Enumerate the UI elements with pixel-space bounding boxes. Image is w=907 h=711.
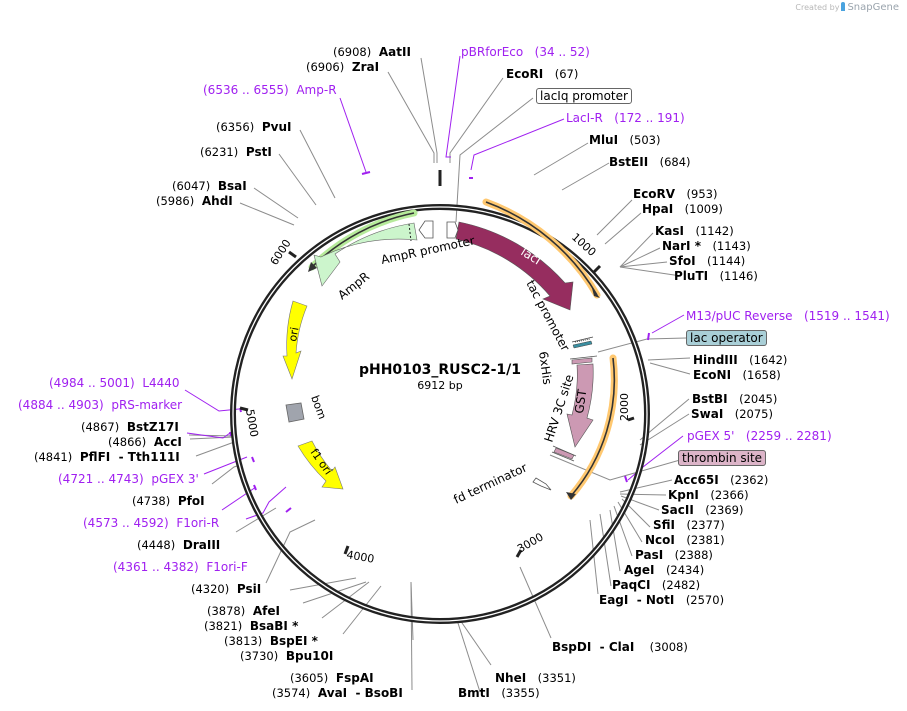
site-sfii[interactable]: SfiI (2377) <box>653 518 725 532</box>
site-acci[interactable]: (4866) AccI <box>108 435 182 449</box>
site-bspei[interactable]: (3813) BspEI * <box>224 634 318 648</box>
site-ahdi[interactable]: (5986) AhdI <box>156 194 233 208</box>
site-psti[interactable]: (6231) PstI <box>200 145 272 159</box>
site-bstz17i[interactable]: (4867) BstZ17I <box>81 420 179 434</box>
plasmid-name: pHH0103_RUSC2-1/1 <box>358 362 522 378</box>
site-zrai[interactable]: (6906) ZraI <box>306 60 380 74</box>
site-nari[interactable]: NarI * (1143) <box>662 239 751 253</box>
6xhis-label: 6xHis <box>536 350 555 385</box>
primer-laci-r[interactable]: LacI-R (172 .. 191) <box>566 111 685 125</box>
feature-laciq-promoter[interactable] <box>446 221 459 239</box>
site-paqci[interactable]: PaqCI (2482) <box>612 578 701 592</box>
site-sfoi[interactable]: SfoI (1144) <box>669 254 746 268</box>
feature-label-laciq-promoter[interactable]: lacIq promoter <box>536 88 632 104</box>
site-kasi[interactable]: KasI (1142) <box>655 224 734 238</box>
backbone-inner <box>232 206 648 622</box>
site-bpu10i[interactable]: (3730) Bpu10I <box>240 649 334 663</box>
snapgene-credit: Created by SnapGene <box>795 2 899 13</box>
site-pflfi-tth111i[interactable]: (4841) PflFI - Tth111I <box>34 450 180 464</box>
plasmid-length: 6912 bp <box>417 379 463 392</box>
feature-fd-terminator[interactable] <box>532 477 552 491</box>
site-bspdi-clai[interactable]: BspDI - ClaI (3008) <box>552 640 688 654</box>
primer-f1ori-r[interactable]: (4573 .. 4592) F1ori-R <box>83 516 220 530</box>
site-ecori[interactable]: EcoRI (67) <box>506 67 579 81</box>
credit-prefix: Created by <box>795 3 840 12</box>
svg-text:5000: 5000 <box>243 408 261 438</box>
site-afei[interactable]: (3878) AfeI <box>207 604 281 618</box>
site-bsabi[interactable]: (3821) BsaBI * <box>204 619 299 633</box>
feature-ori-label: ori <box>286 326 301 342</box>
feature-label-thrombin-site[interactable]: thrombin site <box>678 450 767 466</box>
site-ncoi[interactable]: NcoI (2381) <box>645 533 725 547</box>
site-pvui[interactable]: (6356) PvuI <box>216 120 292 134</box>
site-kpni[interactable]: KpnI (2366) <box>668 488 749 502</box>
site-pfoi[interactable]: (4738) PfoI <box>132 494 205 508</box>
site-bsteii[interactable]: BstEII (684) <box>609 155 691 169</box>
credit-brand: SnapGene <box>847 2 899 13</box>
ticks <box>239 250 635 558</box>
feature-label-lac-operator[interactable]: lac operator <box>686 330 767 346</box>
site-econi[interactable]: EcoNI (1658) <box>693 368 781 382</box>
site-fspai[interactable]: (3605) FspAI <box>290 671 374 685</box>
site-aatii[interactable]: (6908) AatII <box>333 45 411 59</box>
primer-pbrforeco[interactable]: pBRforEco (34 .. 52) <box>461 45 590 59</box>
feature-laci[interactable] <box>455 221 574 311</box>
fd-terminator-label: fd terminator <box>451 460 529 506</box>
site-pasi[interactable]: PasI (2388) <box>635 548 713 562</box>
feature-gst-label: GST <box>572 388 589 415</box>
feature-ampr[interactable] <box>313 222 418 287</box>
feature-ori[interactable] <box>282 300 308 380</box>
snapgene-logo-icon <box>841 2 846 11</box>
primer-prs-marker[interactable]: (4884 .. 4903) pRS-marker <box>18 398 183 412</box>
primer-amp-r[interactable]: (6536 .. 6555) Amp-R <box>203 83 337 97</box>
svg-text:4000: 4000 <box>345 548 375 566</box>
site-bstbi[interactable]: BstBI (2045) <box>692 392 778 406</box>
svg-text:2000: 2000 <box>618 393 631 421</box>
feature-ampr-label: AmpR <box>335 269 372 302</box>
site-hpai[interactable]: HpaI (1009) <box>642 202 723 216</box>
primer-pgex-5[interactable]: pGEX 5' (2259 .. 2281) <box>687 429 832 443</box>
feature-ampr-promoter[interactable] <box>418 220 434 239</box>
site-avai-bsobi[interactable]: (3574) AvaI - BsoBI <box>272 686 403 700</box>
primer-pgex-3[interactable]: (4721 .. 4743) pGEX 3' <box>58 472 199 486</box>
site-psii[interactable]: (4320) PsiI <box>191 582 262 596</box>
site-bmti[interactable]: BmtI (3355) <box>458 686 540 700</box>
svg-text:3000: 3000 <box>515 530 546 555</box>
feature-bom-label: bom <box>308 394 329 421</box>
feature-bom[interactable] <box>285 402 305 423</box>
site-pluti[interactable]: PluTI (1146) <box>674 269 758 283</box>
feature-f1-ori[interactable] <box>297 440 344 490</box>
feature-lac-operator[interactable] <box>571 336 594 349</box>
feature-hrv-3c-site[interactable] <box>551 445 577 462</box>
site-acc65i[interactable]: Acc65I (2362) <box>674 473 769 487</box>
site-eagi-noti[interactable]: EagI - NotI (2570) <box>599 593 725 607</box>
leader-lines <box>188 57 691 693</box>
tick-labels: 1000 2000 3000 4000 5000 6000 <box>243 231 631 566</box>
primer-l4440[interactable]: (4984 .. 5001) L4440 <box>49 376 180 390</box>
site-sacii[interactable]: SacII (2369) <box>661 503 744 517</box>
site-mlui[interactable]: MluI (503) <box>589 133 661 147</box>
site-hindiii[interactable]: HindIII (1642) <box>693 353 788 367</box>
site-agei[interactable]: AgeI (2434) <box>624 563 705 577</box>
feature-6xhis[interactable] <box>571 357 593 365</box>
primer-f1ori-f[interactable]: (4361 .. 4382) F1ori-F <box>113 560 248 574</box>
primer-m13-puc-reverse[interactable]: M13/pUC Reverse (1519 .. 1541) <box>686 309 890 323</box>
feature-gst[interactable] <box>566 363 594 448</box>
site-draiii[interactable]: (4448) DraIII <box>137 538 221 552</box>
site-ecorv[interactable]: EcoRV (953) <box>633 187 718 201</box>
site-bsai[interactable]: (6047) BsaI <box>172 179 247 193</box>
site-nhei[interactable]: NheI (3351) <box>495 671 576 685</box>
site-swai[interactable]: SwaI (2075) <box>691 407 773 421</box>
